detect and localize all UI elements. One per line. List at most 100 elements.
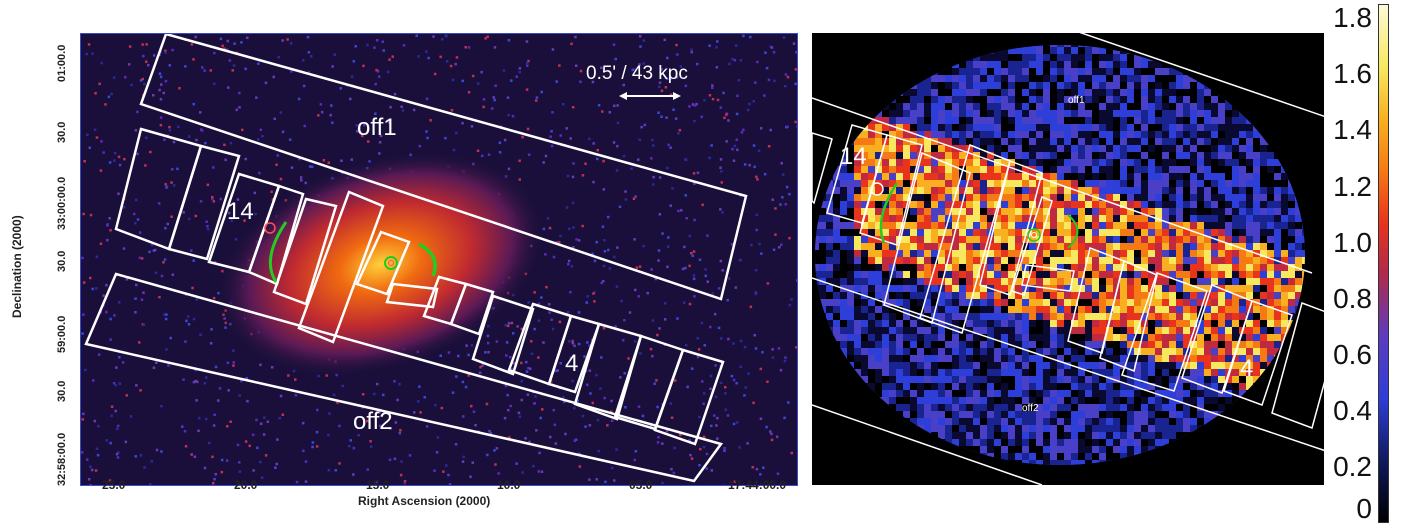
noise-pixel [669, 77, 672, 80]
map-pixel [882, 117, 889, 124]
map-pixel [924, 390, 931, 397]
map-pixel [1162, 45, 1169, 47]
map-pixel [952, 390, 959, 397]
map-pixel [910, 425, 917, 432]
map-pixel [875, 47, 882, 54]
noise-pixel [566, 310, 570, 314]
map-pixel [1008, 180, 1015, 187]
noise-pixel [709, 325, 712, 329]
noise-pixel [716, 416, 719, 420]
map-pixel [868, 243, 875, 250]
map-pixel [1029, 299, 1036, 306]
noise-pixel [602, 188, 606, 191]
map-pixel [1106, 264, 1113, 271]
map-pixel [1134, 201, 1141, 208]
map-pixel [1120, 138, 1127, 145]
map-pixel [847, 278, 854, 285]
map-pixel [1071, 306, 1078, 313]
noise-pixel [295, 480, 299, 484]
map-pixel [1085, 103, 1092, 110]
map-pixel [1141, 432, 1148, 439]
map-pixel [819, 334, 826, 341]
noise-pixel [554, 442, 558, 445]
noise-pixel [581, 414, 585, 418]
noise-pixel [497, 472, 500, 475]
map-pixel [959, 229, 966, 236]
map-pixel [840, 236, 847, 243]
map-pixel [1022, 138, 1029, 145]
map-pixel [1099, 110, 1106, 117]
map-pixel [952, 61, 959, 68]
noise-pixel [606, 215, 610, 219]
noise-pixel [784, 203, 787, 206]
noise-pixel [686, 385, 689, 389]
map-pixel [917, 82, 924, 89]
noise-pixel [369, 445, 373, 448]
noise-pixel [128, 45, 132, 48]
map-pixel [931, 432, 938, 439]
map-pixel [1127, 45, 1134, 47]
noise-pixel [275, 462, 278, 466]
map-pixel [966, 313, 973, 320]
map-pixel [854, 201, 861, 208]
map-pixel [994, 446, 1001, 453]
map-pixel [1015, 292, 1022, 299]
map-pixel [959, 187, 966, 194]
map-pixel [1029, 418, 1036, 425]
map-pixel [826, 299, 833, 306]
noise-pixel [666, 245, 670, 248]
noise-pixel [508, 436, 511, 439]
map-pixel [1064, 33, 1071, 40]
noise-pixel [308, 165, 312, 168]
map-pixel [861, 82, 868, 89]
map-pixel [847, 33, 854, 40]
noise-pixel [610, 419, 614, 422]
noise-pixel [108, 217, 111, 220]
map-pixel [959, 320, 966, 327]
map-pixel [815, 327, 819, 334]
noise-pixel [507, 321, 511, 325]
map-pixel [1176, 145, 1183, 152]
map-pixel [840, 54, 847, 61]
map-pixel [1029, 439, 1036, 446]
noise-pixel [81, 332, 84, 335]
map-pixel [882, 383, 889, 390]
map-pixel [1113, 271, 1120, 278]
map-pixel [819, 89, 826, 96]
map-pixel [889, 194, 896, 201]
map-pixel [903, 390, 910, 397]
map-pixel [959, 33, 966, 40]
map-pixel [1127, 355, 1134, 362]
map-pixel [1162, 229, 1169, 236]
map-pixel [910, 362, 917, 369]
noise-pixel [329, 113, 332, 117]
map-pixel [1043, 481, 1050, 485]
map-pixel [1085, 292, 1092, 299]
map-pixel [1078, 208, 1085, 215]
noise-pixel [756, 178, 759, 181]
map-pixel [945, 131, 952, 138]
map-pixel [994, 173, 1001, 180]
noise-pixel [568, 340, 571, 343]
noise-pixel [593, 300, 596, 303]
noise-pixel [550, 144, 554, 148]
map-pixel [1148, 348, 1155, 355]
map-pixel [973, 474, 980, 481]
map-pixel [987, 33, 994, 40]
map-pixel [1148, 299, 1155, 306]
noise-pixel [495, 340, 499, 343]
map-pixel [833, 446, 840, 453]
noise-pixel [170, 215, 173, 218]
map-pixel [1078, 215, 1085, 222]
map-pixel [854, 61, 861, 68]
map-pixel [1071, 33, 1078, 40]
map-pixel [1050, 194, 1057, 201]
map-pixel [1015, 47, 1022, 54]
map-pixel [868, 33, 875, 40]
map-pixel [861, 446, 868, 453]
map-pixel [868, 446, 875, 453]
map-pixel [1043, 208, 1050, 215]
map-pixel [945, 222, 952, 229]
map-pixel [1127, 243, 1134, 250]
map-pixel [1043, 54, 1050, 61]
